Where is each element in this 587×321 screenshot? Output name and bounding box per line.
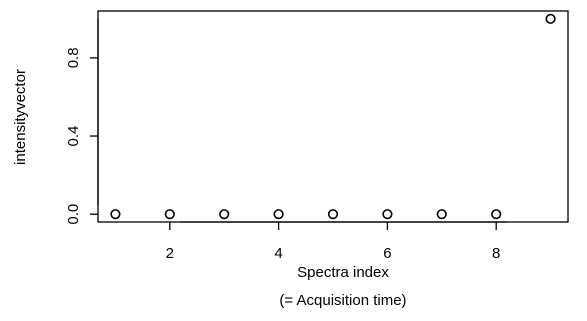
- data-point: [327, 209, 339, 220]
- x-axis-label-sub: (= Acquisition time): [279, 292, 406, 309]
- data-point: [164, 209, 175, 220]
- x-tick-label: 8: [492, 245, 500, 262]
- y-tick-label: 0.4: [65, 126, 82, 147]
- data-point: [545, 13, 556, 24]
- x-tick-label: 4: [274, 245, 282, 262]
- y-tick-label: 0.0: [65, 204, 82, 225]
- data-point: [382, 209, 393, 220]
- data-point: [436, 209, 447, 220]
- y-axis-label: intensityvector: [12, 69, 29, 165]
- x-axis-ticks: 2 4 6 8: [166, 222, 500, 262]
- plot-frame: [97, 10, 569, 223]
- y-tick-label: 0.8: [65, 47, 82, 68]
- data-point: [491, 209, 502, 220]
- data-point: [219, 209, 230, 220]
- x-tick-label: 2: [166, 245, 174, 262]
- x-tick-label: 6: [383, 245, 391, 262]
- x-axis-label: Spectra index: [297, 264, 389, 281]
- data-points: [110, 13, 556, 220]
- data-point: [110, 209, 121, 220]
- y-axis-ticks: 0.0 0.4 0.8: [65, 47, 98, 225]
- data-point: [273, 209, 284, 220]
